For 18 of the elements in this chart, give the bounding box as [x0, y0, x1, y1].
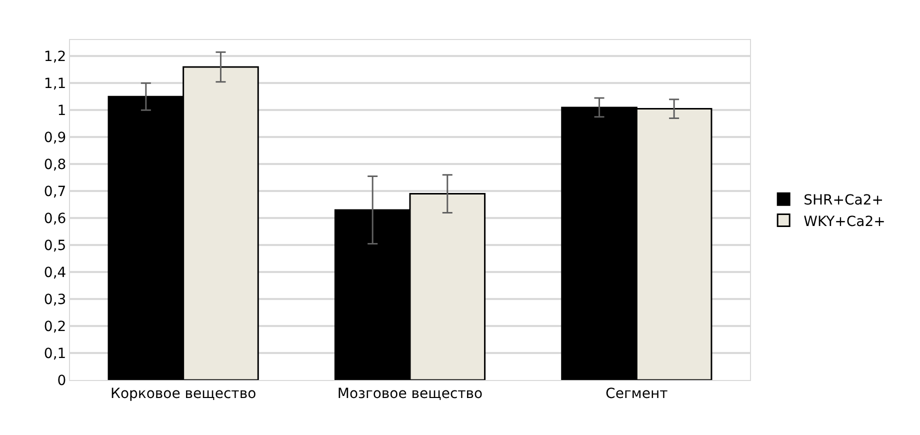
y-tick-label: 1,1	[44, 76, 66, 92]
y-tick-label: 0,2	[44, 318, 66, 335]
y-tick-label: 0,5	[44, 238, 66, 254]
y-tick-label: 0,8	[44, 157, 66, 174]
y-tick-label: 1	[57, 103, 66, 120]
y-tick-label: 0,3	[44, 292, 66, 308]
y-tick-label: 1,2	[44, 49, 66, 66]
legend-label: WKY+Ca2+	[804, 214, 886, 230]
legend-label: SHR+Ca2+	[804, 192, 884, 209]
y-tick-label: 0,9	[44, 130, 66, 146]
x-tick-label: Корковое вещество	[110, 386, 256, 402]
x-tick-label: Мозговое вещество	[337, 386, 483, 402]
x-tick-label: Сегмент	[606, 386, 668, 402]
y-tick-label: 0,6	[44, 211, 66, 227]
y-tick-label: 0,4	[44, 264, 66, 281]
y-tick-label: 0,1	[44, 346, 66, 362]
y-tick-label: 0,7	[44, 184, 66, 200]
y-tick-label: 0	[57, 372, 66, 389]
